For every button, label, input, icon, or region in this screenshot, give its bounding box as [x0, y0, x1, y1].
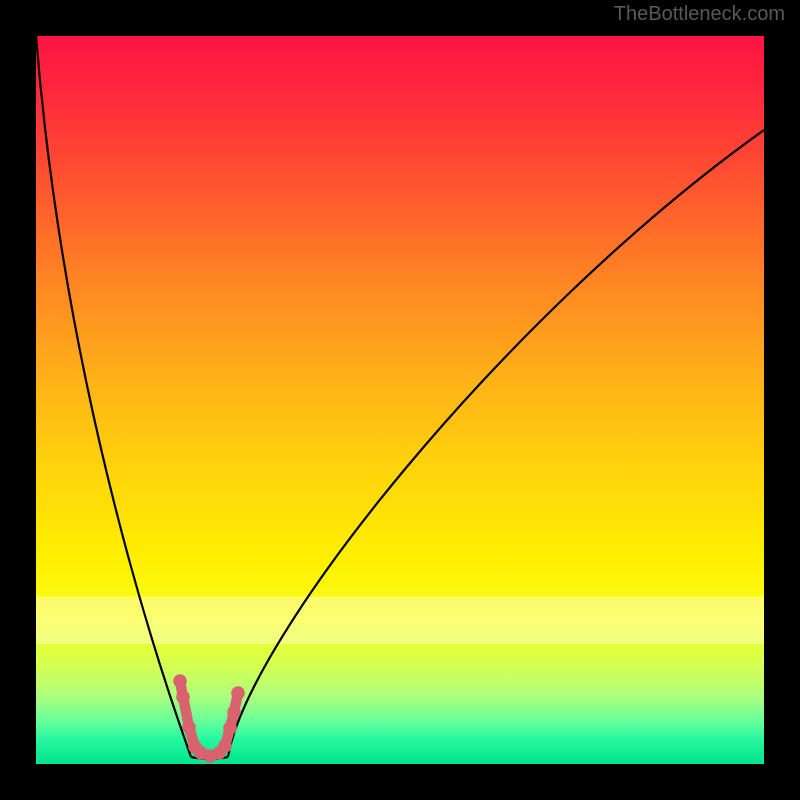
marker-point: [176, 690, 190, 704]
marker-point: [227, 705, 241, 719]
chart-plot-area: [36, 36, 764, 764]
watermark-text: TheBottleneck.com: [614, 3, 785, 25]
marker-point: [182, 720, 196, 734]
chart-svg: TheBottleneck.com: [0, 0, 800, 800]
marker-point: [231, 686, 245, 700]
marker-point: [223, 721, 237, 735]
bottleneck-chart-container: TheBottleneck.com: [0, 0, 800, 800]
marker-point: [173, 674, 187, 688]
marker-point: [218, 739, 232, 753]
